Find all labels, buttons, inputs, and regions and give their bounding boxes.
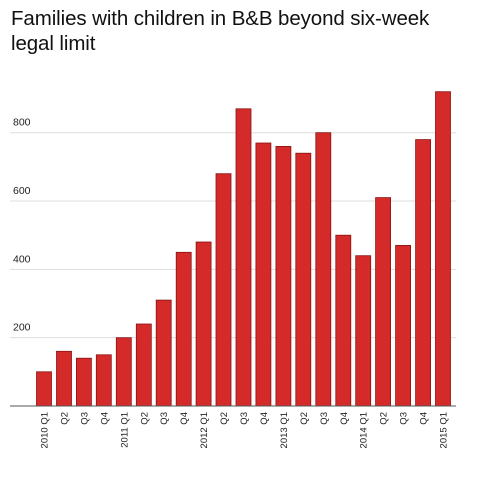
bar <box>395 244 412 407</box>
x-tick-label: 2012 Q1 <box>199 412 210 448</box>
bar <box>235 108 252 407</box>
y-axis-ticks: 200 400 600 800 <box>13 117 31 334</box>
x-tick-label: 2015 Q1 <box>439 412 450 448</box>
chart-title: Families with children in B&B beyond six… <box>11 7 430 55</box>
bars <box>36 91 451 407</box>
x-tick-label: 2014 Q1 <box>359 412 370 448</box>
x-tick-label: Q2 <box>379 412 390 425</box>
bar <box>215 173 232 407</box>
bar <box>115 337 132 407</box>
bar <box>36 371 52 407</box>
x-tick-label: Q4 <box>99 412 110 425</box>
bar <box>355 255 372 407</box>
bar <box>415 139 432 407</box>
x-tick-label: Q4 <box>179 412 190 425</box>
x-tick-label: Q4 <box>339 412 350 425</box>
x-tick-label: Q3 <box>399 412 410 425</box>
bar <box>275 145 292 407</box>
x-tick-label: Q2 <box>299 412 310 425</box>
x-tick-label: Q2 <box>60 412 71 425</box>
x-tick-label: Q4 <box>419 412 430 425</box>
bar <box>255 142 272 407</box>
x-tick-label: Q3 <box>239 412 250 425</box>
bar <box>56 350 72 407</box>
bar <box>435 91 451 407</box>
x-tick-label: 2013 Q1 <box>279 412 290 448</box>
x-axis-labels: 2010 Q1 Q2 Q3 Q4 2011 Q1 Q2 Q3 Q4 2012 Q1 Q2 Q3 Q4 2… <box>40 412 450 448</box>
y-tick-label: 400 <box>13 253 31 265</box>
x-tick-label: Q3 <box>159 412 170 425</box>
x-tick-label: 2011 Q1 <box>119 412 130 448</box>
bar <box>315 132 332 407</box>
bar <box>375 197 392 407</box>
bar <box>95 354 112 407</box>
y-tick-label: 200 <box>13 322 31 334</box>
x-tick-label: Q2 <box>139 412 150 425</box>
bar <box>195 241 212 407</box>
x-tick-label: Q2 <box>219 412 230 425</box>
bar <box>175 251 192 407</box>
bar <box>295 152 312 407</box>
x-tick-label: 2010 Q1 <box>40 412 51 448</box>
bar <box>335 234 352 407</box>
bar <box>135 323 152 407</box>
x-tick-label: Q4 <box>259 412 270 425</box>
x-tick-label: Q3 <box>79 412 90 425</box>
y-tick-label: 600 <box>13 185 31 197</box>
x-tick-label: Q3 <box>319 412 330 425</box>
y-tick-label: 800 <box>13 117 31 129</box>
bar <box>155 299 172 407</box>
bar <box>76 357 92 407</box>
